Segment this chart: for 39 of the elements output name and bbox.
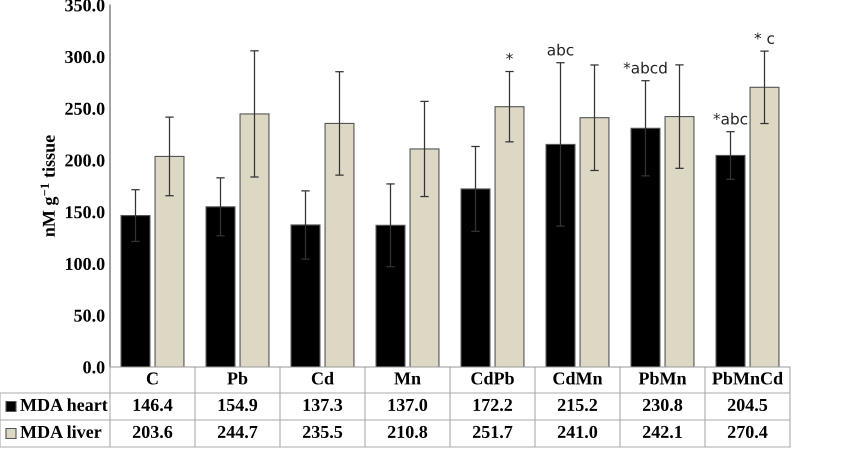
legend-label: MDA liver (20, 425, 102, 438)
y-tick-label: 250.0 (65, 102, 104, 115)
annotation: * c (754, 32, 774, 44)
data-label: 137.0 (388, 398, 428, 412)
x-tick-label: PbMn (638, 372, 686, 385)
y-tick-label: 50.0 (74, 310, 104, 322)
data-label: 230.8 (642, 398, 682, 412)
x-tick-label: Pb (227, 372, 248, 385)
data-label: 244.7 (218, 426, 258, 438)
y-tick-label: 0.0 (83, 361, 104, 374)
data-label: 146.4 (134, 398, 172, 412)
x-tick-label: CdPb (471, 372, 514, 385)
annotation: *abcd (624, 62, 667, 74)
x-tick-label: Cd (312, 372, 334, 385)
data-label: 204.5 (728, 398, 768, 412)
data-label: 210.8 (388, 426, 428, 438)
y-tick-label: 100.0 (66, 258, 104, 270)
x-tick-label: C (146, 372, 158, 385)
data-label: 203.6 (132, 426, 172, 438)
data-label: 235.5 (302, 426, 342, 438)
annotation: *abc (713, 112, 748, 125)
y-tick-label: 150.0 (66, 206, 104, 218)
x-tick-label: CdMn (553, 372, 602, 385)
data-label: 172.2 (474, 398, 512, 412)
annotation: * (506, 52, 513, 60)
annotation: abc (548, 44, 574, 56)
data-label: 241.0 (558, 426, 598, 438)
data-label: 242.1 (642, 426, 682, 438)
legend-label: MDA heart (20, 398, 108, 412)
data-label: 251.7 (472, 426, 512, 438)
y-tick-label: 300.0 (65, 50, 104, 64)
y-axis-title: nM g$^{−1}$ tissue (40, 135, 59, 237)
x-tick-label: PbMnCd (712, 372, 783, 385)
data-label: 154.9 (218, 398, 258, 412)
y-tick-label: 200.0 (65, 154, 104, 167)
data-label: 215.2 (558, 398, 598, 412)
data-label: 270.4 (728, 426, 768, 438)
data-label: 137.3 (304, 398, 342, 412)
x-tick-label: Mn (394, 372, 421, 384)
